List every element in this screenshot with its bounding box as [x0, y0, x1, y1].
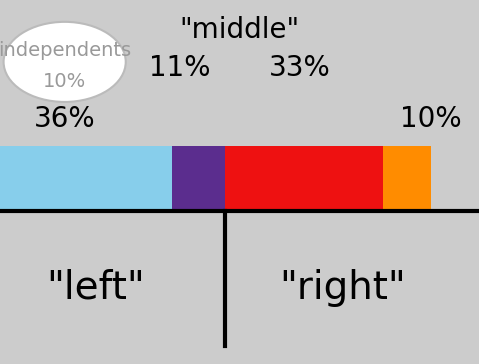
Ellipse shape	[4, 22, 125, 102]
Text: "middle": "middle"	[180, 16, 299, 44]
Text: independents: independents	[0, 41, 131, 60]
Text: "right": "right"	[279, 269, 406, 306]
Text: "left": "left"	[46, 269, 145, 306]
Bar	[225, 146, 383, 211]
Text: 10%: 10%	[400, 105, 462, 133]
Text: 33%: 33%	[269, 54, 330, 82]
Bar	[172, 146, 225, 211]
Text: 11%: 11%	[149, 54, 210, 82]
Text: 10%: 10%	[43, 72, 86, 91]
Text: 36%: 36%	[34, 105, 95, 133]
Bar	[0, 146, 172, 211]
Bar	[383, 146, 431, 211]
